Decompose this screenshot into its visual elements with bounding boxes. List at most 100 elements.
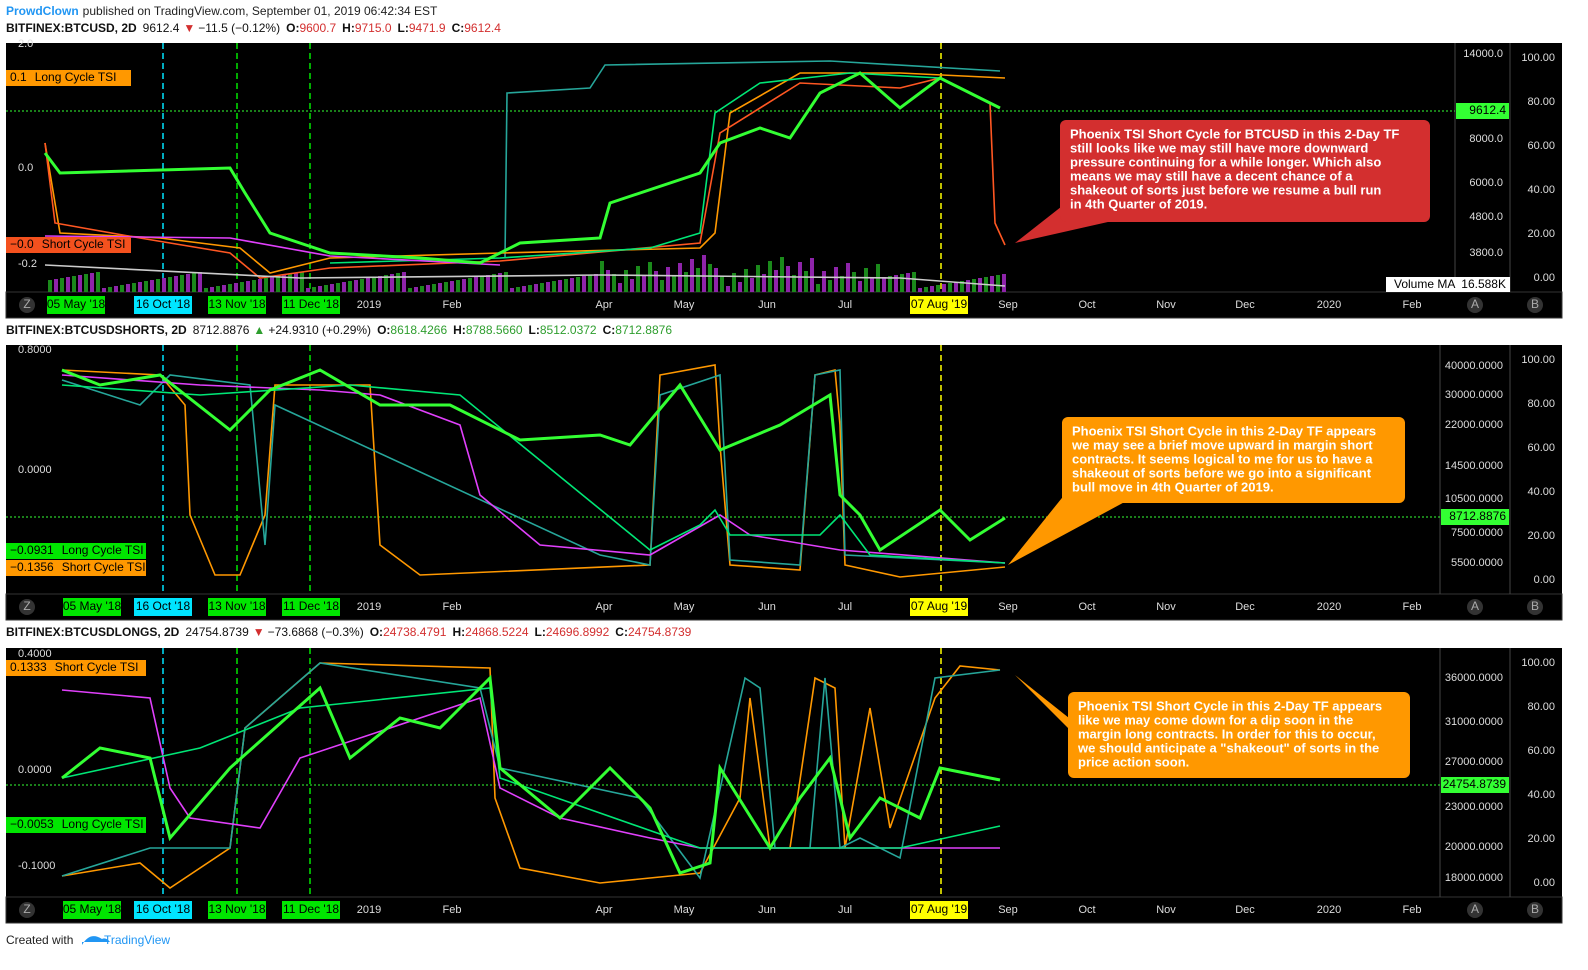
date-tag-bg: [208, 296, 266, 314]
volume-bar: [606, 270, 610, 292]
volume-bar: [318, 286, 322, 292]
volume-bar: [564, 279, 568, 292]
date-tag: 13 Nov '18: [209, 599, 266, 613]
ohlc-label: C:: [452, 21, 465, 35]
volume-bar: [90, 273, 94, 292]
tsi-axis-label: 0.00: [1534, 272, 1555, 284]
axis-button[interactable]: [19, 902, 35, 918]
volume-bar: [66, 277, 70, 292]
axis-button-label[interactable]: A: [1471, 297, 1479, 311]
volume-bar: [342, 282, 346, 292]
time-axis-label: Dec: [1235, 904, 1255, 916]
tsi-axis-label: 80.00: [1527, 398, 1555, 410]
axis-button-label[interactable]: B: [1531, 599, 1539, 613]
axis-button-label[interactable]: B: [1531, 297, 1539, 311]
price-axis-label: 30000.0000: [1445, 389, 1503, 401]
ohlc-label: H:: [452, 625, 465, 639]
time-axis-label: Dec: [1235, 601, 1255, 613]
axis-button[interactable]: [19, 599, 35, 615]
ohlc-value: 9715.0: [355, 21, 392, 35]
callout-text: Phoenix TSI Short Cycle for BTCUSD in th…: [1070, 126, 1399, 141]
price-line: [61, 368, 1006, 553]
volume-bar: [978, 278, 982, 292]
indicator-name: Long Cycle TSI: [35, 70, 117, 84]
footer-brand[interactable]: TradingView: [104, 933, 170, 947]
volume-bar: [522, 286, 526, 292]
price-tag-bg: [1441, 509, 1509, 525]
callout-text: contracts. It seems logical to me for us…: [1072, 451, 1373, 466]
date-tag: 16 Oct '18: [136, 902, 191, 916]
volume-bar: [726, 286, 730, 292]
date-tag-bg: [63, 598, 121, 616]
time-axis-label: 2019: [357, 299, 381, 311]
axis-button-label[interactable]: Z: [23, 902, 30, 916]
panel-header: BITFINEX:BTCUSD, 2D 9612.4 ▼ −11.5 (−0.12%)…: [6, 21, 501, 35]
last-price: 9612.4: [143, 21, 180, 35]
date-tag: 07 Aug '19: [911, 297, 968, 311]
volume-bar: [402, 272, 406, 292]
volume-bar: [852, 272, 856, 292]
callout-text: shakeout of sorts before we go into a si…: [1072, 465, 1372, 480]
volume-bar: [618, 283, 622, 292]
volume-bar: [558, 280, 562, 292]
volume-bar: [810, 258, 814, 292]
axis-button-label[interactable]: A: [1471, 902, 1479, 916]
indicator-value: 0.1333: [10, 660, 47, 674]
date-tag-bg: [910, 598, 968, 616]
axis-button-label[interactable]: A: [1471, 599, 1479, 613]
callout-text: like we may come down for a dip soon in …: [1078, 712, 1353, 727]
volume-bar: [84, 274, 88, 292]
axis-button[interactable]: [1527, 297, 1543, 313]
axis-button[interactable]: [19, 297, 35, 313]
author[interactable]: ProwdClown: [6, 4, 79, 18]
axis-button-label[interactable]: B: [1531, 902, 1539, 916]
volume-bar: [270, 277, 274, 292]
volume-bar: [546, 282, 550, 292]
price-tag: 8712.8876: [1449, 509, 1506, 523]
volume-bar: [708, 264, 712, 292]
volume-bar: [372, 277, 376, 292]
tsi-axis-label: 20.00: [1527, 833, 1555, 845]
volume-bar: [918, 288, 922, 292]
volume-bar: [990, 276, 994, 292]
tsi-axis-label: 0.00: [1534, 877, 1555, 889]
time-axis-label: May: [674, 904, 695, 916]
axis-button[interactable]: [1467, 599, 1483, 615]
volume-bar: [672, 276, 676, 292]
volume-bar: [48, 280, 52, 292]
indicator-line: [61, 384, 1006, 564]
date-tag: 05 May '18: [47, 297, 106, 311]
ohlc-label: O:: [377, 323, 390, 337]
volume-bar: [78, 275, 82, 292]
price-axis-label: 7500.0000: [1451, 527, 1503, 539]
publish-line: ProwdClown published on TradingView.com, …: [6, 4, 438, 18]
date-tag-bg: [134, 296, 192, 314]
volume-bar: [390, 274, 394, 292]
axis-button[interactable]: [1527, 599, 1543, 615]
volume-bar: [216, 286, 220, 292]
volume-bar: [702, 255, 706, 292]
axis-button[interactable]: [1527, 902, 1543, 918]
volume-bar: [696, 268, 700, 292]
axis-button-label[interactable]: Z: [23, 599, 30, 613]
volume-bar: [504, 272, 508, 292]
volume-bar: [210, 287, 214, 292]
volume-bar: [774, 270, 778, 292]
indicator-value: 0.1: [10, 70, 27, 84]
date-tag-bg: [47, 296, 105, 314]
volume-bar: [576, 277, 580, 292]
price-axis-label: 23000.0000: [1445, 801, 1503, 813]
volume-bar: [312, 287, 316, 292]
axis-button[interactable]: [1467, 902, 1483, 918]
volume-bar: [378, 276, 382, 292]
ohlc-value: 24868.5224: [465, 625, 529, 639]
axis-button[interactable]: [1467, 297, 1483, 313]
volume-bar: [96, 272, 100, 292]
time-axis-label: Dec: [1235, 299, 1255, 311]
tsi-axis-label: 20.00: [1527, 530, 1555, 542]
volume-bar: [888, 276, 892, 292]
volume-bar: [60, 278, 64, 292]
axis-button-label[interactable]: Z: [23, 297, 30, 311]
volume-bar: [306, 288, 310, 292]
price-axis-label: 36000.0000: [1445, 672, 1503, 684]
